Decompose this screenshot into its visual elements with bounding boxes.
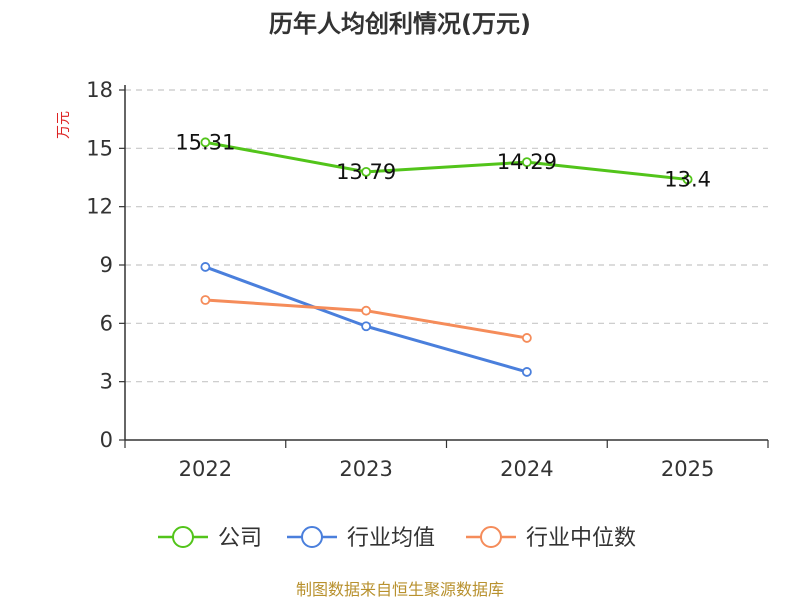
data-point-company (200, 137, 211, 148)
data-label: 13.4 (664, 167, 711, 191)
x-tick-label: 2023 (339, 457, 392, 481)
data-point-industry-median (361, 305, 372, 316)
axis-layer: 0 3 6 9 12 15 18 2022 2023 2024 2025 (86, 78, 769, 481)
legend: 公司 行业均值 行业中位数 (158, 526, 636, 551)
data-label: 14.29 (497, 150, 557, 174)
data-point-industry-mean (361, 321, 372, 332)
legend-label: 公司 (218, 526, 262, 551)
data-point-industry-median (521, 333, 532, 343)
data-label-layer: 15.31 13.79 14.29 13.4 (175, 130, 711, 191)
data-point-company (682, 174, 693, 185)
legend-item: 行业中位数 (466, 526, 636, 551)
legend-marker (301, 526, 323, 548)
y-tick-label: 12 (86, 195, 113, 219)
x-tick-label: 2022 (179, 457, 232, 481)
data-point-industry-median (200, 295, 211, 305)
y-axis-label: 万元 (56, 111, 72, 139)
series-line-industry-mean (204, 265, 528, 374)
source-note: 制图数据来自恒生聚源数据库 (296, 580, 504, 599)
series-layer (200, 137, 693, 377)
legend-item: 行业均值 (287, 526, 435, 551)
chart-title: 历年人均创利情况(万元) (269, 10, 531, 38)
legend-marker (172, 526, 194, 548)
y-tick-label: 0 (100, 428, 113, 452)
y-tick-label: 6 (100, 311, 113, 335)
x-tick-label: 2025 (661, 457, 714, 481)
series-line-industry-median (205, 298, 528, 340)
y-tick-label: 3 (100, 370, 113, 394)
data-point-company (521, 157, 532, 168)
data-label: 15.31 (175, 130, 235, 154)
series-line-company (205, 140, 688, 181)
data-point-industry-mean (521, 367, 532, 377)
y-tick-label: 18 (86, 78, 113, 102)
legend-label: 行业均值 (347, 526, 435, 551)
data-label: 13.79 (336, 160, 396, 184)
data-point-company (361, 166, 372, 177)
legend-marker (480, 526, 502, 548)
y-tick-label: 15 (86, 136, 113, 160)
data-point-industry-mean (200, 262, 211, 272)
legend-item: 公司 (158, 526, 262, 551)
legend-label: 行业中位数 (526, 526, 636, 551)
y-tick-label: 9 (100, 253, 113, 277)
x-tick-label: 2024 (500, 457, 553, 481)
